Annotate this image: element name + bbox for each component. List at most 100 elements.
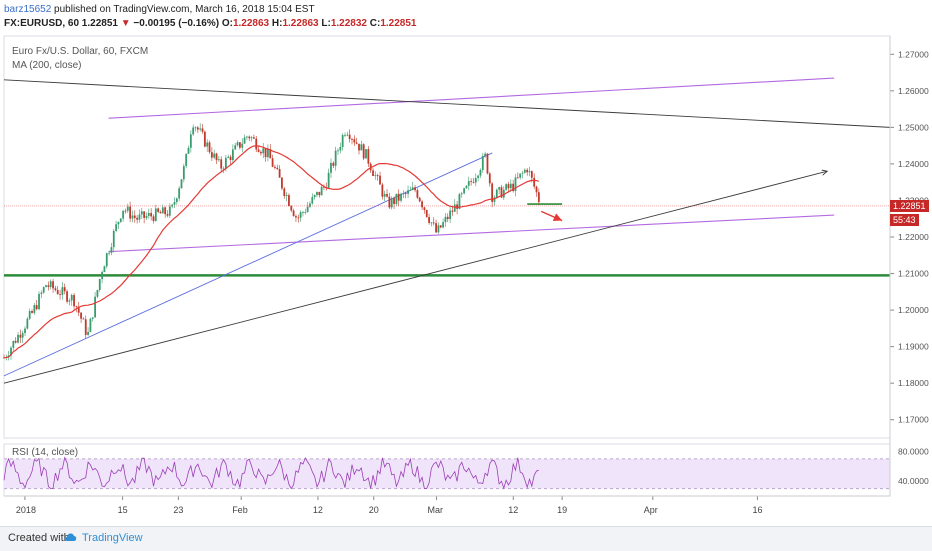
candle-body	[428, 216, 430, 223]
candle-body	[126, 206, 129, 211]
x-tick-label: 16	[752, 505, 762, 515]
candle-body	[24, 328, 26, 334]
upper-channel-line	[108, 77, 835, 119]
candle-body	[479, 170, 482, 176]
candle-body	[260, 151, 262, 154]
candle-body	[122, 210, 125, 219]
candle-body	[129, 206, 132, 219]
annotation-layer-front	[527, 203, 563, 222]
candle-body	[180, 179, 183, 189]
candle-body	[28, 311, 31, 319]
candle-body	[52, 281, 54, 289]
candle-body	[110, 247, 113, 253]
candle-body	[133, 215, 136, 218]
created-with-label: Created with	[8, 532, 70, 544]
candle-body	[206, 142, 209, 147]
candle-body	[512, 183, 515, 192]
candle-body	[453, 204, 456, 212]
candle-body	[351, 139, 353, 140]
candle-body	[227, 156, 230, 158]
candle-body	[220, 159, 223, 169]
candle-body	[372, 170, 374, 176]
candle-body	[369, 163, 372, 171]
candle-body	[467, 181, 470, 186]
candle-body	[320, 186, 323, 196]
candle-body	[33, 305, 36, 313]
candle-body	[367, 149, 370, 164]
username-link[interactable]: barz15652	[4, 4, 52, 15]
candle-body	[112, 230, 115, 248]
candle-body	[101, 272, 103, 280]
x-tick-label: 12	[508, 505, 518, 515]
candle-body	[147, 212, 150, 216]
candle-body	[274, 166, 276, 168]
candle-body	[182, 166, 185, 180]
candle-body	[10, 347, 12, 356]
candle-body	[323, 186, 325, 188]
candle-body	[238, 142, 241, 148]
candle-body	[418, 197, 421, 202]
candle-body	[70, 295, 73, 301]
candle-body	[59, 294, 61, 295]
candle-body	[168, 206, 171, 216]
rsi-line	[3, 456, 539, 490]
candle-body	[439, 225, 442, 228]
rsi-pane: 80.0000 40.0000	[3, 446, 929, 490]
candle-body	[295, 216, 297, 218]
candle-body	[12, 340, 15, 348]
candle-body	[430, 222, 433, 224]
candle-body	[201, 128, 204, 132]
candle-body	[470, 181, 473, 182]
candle-body	[402, 193, 405, 195]
tradingview-brand-link[interactable]: TradingView	[82, 532, 143, 544]
low-label: L:	[321, 18, 331, 29]
candle-body	[42, 287, 45, 293]
high-label: H:	[271, 18, 283, 29]
candle-body	[386, 193, 388, 197]
rising-dark-trendline	[3, 171, 827, 384]
instrument-legend[interactable]: Euro Fx/U.S. Dollar, 60, FXCM	[12, 46, 149, 57]
candle-body	[332, 162, 335, 166]
candle-body	[178, 188, 181, 199]
candle-body	[316, 191, 318, 196]
y-tick-label: 1.22000	[898, 232, 929, 242]
candle-body	[505, 184, 508, 190]
candle-body	[117, 221, 120, 225]
candle-body	[19, 334, 22, 338]
candle-body	[444, 216, 447, 223]
candle-body	[477, 175, 480, 179]
candle-body	[390, 198, 393, 208]
candle-body	[40, 292, 43, 294]
candle-body	[192, 127, 195, 135]
candle-body	[224, 157, 227, 169]
x-tick-label: Apr	[644, 505, 658, 515]
candle-body	[3, 357, 5, 359]
open-value: 1.22863	[232, 18, 270, 29]
down-arrow	[540, 210, 563, 222]
candle-body	[474, 178, 477, 183]
footer-bar: Created with TradingView	[0, 526, 932, 551]
candle-body	[166, 214, 169, 216]
candle-body	[248, 136, 251, 139]
candle-body	[432, 222, 435, 224]
candle-body	[26, 318, 29, 329]
candle-body	[208, 142, 211, 153]
candle-body	[486, 153, 489, 174]
rsi-legend[interactable]: RSI (14, close)	[12, 447, 79, 458]
candle-body	[14, 340, 17, 343]
candle-body	[231, 149, 234, 161]
ma-legend[interactable]: MA (200, close)	[12, 60, 82, 71]
candle-body	[306, 206, 309, 213]
candle-body	[56, 290, 59, 295]
candle-body	[337, 150, 339, 152]
candle-body	[271, 158, 274, 167]
candle-body	[255, 138, 258, 150]
y-tick-label: 1.17000	[898, 415, 929, 425]
candle-body	[491, 183, 494, 202]
candle-body	[530, 171, 533, 178]
candle-body	[381, 184, 384, 197]
candle-body	[414, 187, 416, 191]
candle-body	[91, 317, 94, 319]
candle-body	[290, 206, 293, 211]
close-label: C:	[369, 18, 381, 29]
